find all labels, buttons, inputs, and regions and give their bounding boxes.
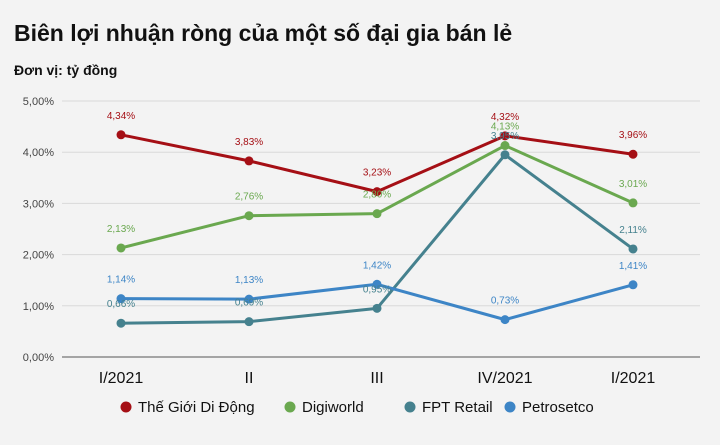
legend-label: Thế Giới Di Động [138, 399, 255, 416]
y-tick-label: 2,00% [23, 250, 54, 262]
data-point [244, 317, 254, 327]
data-point [500, 141, 510, 151]
data-point [116, 243, 126, 253]
data-point [244, 294, 254, 304]
data-label: 0,66% [107, 299, 135, 310]
data-point [500, 315, 510, 325]
legend-label: FPT Retail [422, 399, 493, 416]
legend: Thế Giới Di Động Digiworld FPT Retail Petro… [120, 399, 594, 416]
data-label: 2,13% [107, 224, 135, 235]
legend-marker [284, 401, 296, 413]
data-label: 2,11% [619, 225, 647, 236]
data-label: 0,69% [235, 298, 263, 309]
legend-label: Digiworld [302, 399, 364, 416]
data-point [116, 294, 126, 304]
data-point [628, 244, 638, 254]
data-point [628, 198, 638, 208]
y-axis-ticks: 0,00% 1,00% 2,00% 3,00% 4,00% 5,00% [23, 96, 54, 364]
data-labels: 4,34% 3,83% 3,23% 4,32% 3,96% 2,13% 2,76% 2,80%… [107, 111, 647, 310]
legend-marker [404, 401, 416, 413]
data-label: 0,95% [363, 284, 391, 295]
x-tick-label: I/2021 [611, 370, 656, 387]
x-tick-label: III [370, 370, 383, 387]
data-point [116, 130, 126, 140]
data-label: 4,34% [107, 111, 135, 122]
data-point [500, 131, 510, 141]
data-label: 3,83% [235, 137, 263, 148]
x-tick-label: II [245, 370, 254, 387]
data-label: 4,32% [491, 112, 519, 123]
data-point [628, 149, 638, 159]
data-point [116, 318, 126, 328]
data-label: 3,96% [619, 130, 647, 141]
data-label: 1,13% [235, 275, 263, 286]
data-label: 3,95% [491, 131, 519, 142]
data-label: 4,13% [491, 122, 519, 133]
data-label: 1,42% [363, 260, 391, 271]
data-point [372, 279, 382, 289]
data-label: 0,73% [491, 296, 519, 307]
chart-subtitle: Đơn vị: tỷ đồng [14, 62, 118, 78]
data-point [372, 187, 382, 197]
data-label: 3,01% [619, 179, 647, 190]
data-point [500, 150, 510, 160]
data-point [372, 303, 382, 313]
x-tick-label: I/2021 [99, 370, 144, 387]
data-point [372, 209, 382, 219]
y-tick-label: 4,00% [23, 147, 54, 159]
x-axis-ticks: I/2021 II III IV/2021 I/2021 [99, 370, 656, 387]
data-label: 2,80% [363, 190, 391, 201]
legend-marker [504, 401, 516, 413]
data-point [244, 211, 254, 221]
data-point [244, 156, 254, 166]
y-tick-label: 3,00% [23, 198, 54, 210]
data-label: 1,14% [107, 275, 135, 286]
y-tick-label: 0,00% [23, 352, 54, 364]
data-label: 2,76% [235, 192, 263, 203]
y-tick-label: 5,00% [23, 96, 54, 108]
legend-marker [120, 401, 132, 413]
data-point [628, 280, 638, 290]
data-label: 1,41% [619, 261, 647, 272]
series-line [119, 133, 635, 194]
x-tick-label: IV/2021 [477, 370, 532, 387]
data-points [116, 130, 638, 328]
y-tick-label: 1,00% [23, 301, 54, 313]
legend-label: Petrosetco [522, 399, 594, 416]
chart-title: Biên lợi nhuận ròng của một số đại gia b… [14, 20, 513, 46]
data-label: 3,23% [363, 168, 391, 179]
